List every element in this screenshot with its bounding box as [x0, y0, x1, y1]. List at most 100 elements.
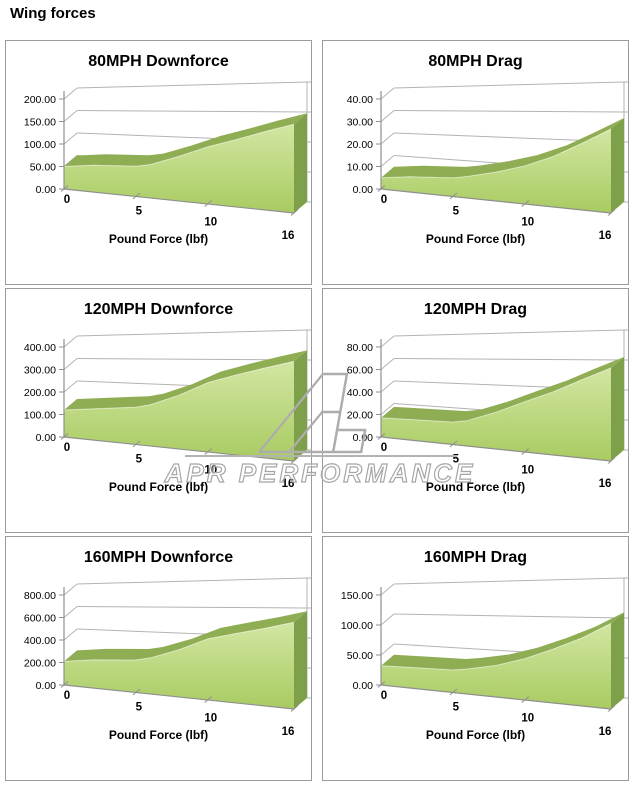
y-tick-label: 40.00 [347, 94, 373, 106]
x-tick [449, 192, 458, 200]
x-tick [607, 705, 616, 712]
chart-title: 120MPH Drag [423, 301, 528, 318]
x-tick-label: 16 [599, 478, 612, 490]
y-tick-label: 200.00 [24, 658, 56, 670]
area-face [64, 361, 294, 461]
gridline [393, 110, 625, 113]
x-tick [377, 681, 386, 688]
y-tick-label: 400.00 [24, 342, 56, 354]
area-top-highlight [380, 128, 612, 179]
gridline [76, 110, 308, 113]
area-face [64, 622, 294, 709]
area-top-highlight [63, 621, 295, 662]
chart-canvas: 0.00 50.00 100.00 150.00 0 5 10 16 [341, 577, 628, 738]
x-tick [377, 433, 386, 440]
x-tick-label: 5 [453, 205, 460, 217]
area-end-cap [611, 357, 624, 461]
area-top-ribbon [64, 113, 307, 167]
gridline-elbow [380, 380, 395, 393]
x-tick [60, 681, 69, 688]
gridline-elbow [63, 110, 78, 122]
gridline-elbow [380, 613, 395, 626]
x-tick [607, 209, 616, 216]
x-tick-label: 0 [64, 690, 70, 702]
area-top-highlight [63, 360, 295, 411]
x-tick-label: 16 [599, 230, 612, 242]
x-tick-label: 10 [204, 713, 217, 725]
area-top-highlight [380, 622, 612, 671]
gridline-elbow [380, 132, 395, 145]
y-tick-label: 50.00 [347, 650, 373, 662]
area-top-ribbon [64, 350, 307, 410]
x-axis-title: Pound Force (lbf) [425, 232, 526, 246]
x-tick [521, 200, 530, 207]
gridline-elbow [63, 380, 78, 393]
y-tick-label: 10.00 [347, 162, 373, 174]
y-tick-label: 0.00 [36, 432, 57, 444]
chart-panel-120mph-downforce: 120MPH Downforce 0.00 100.00 200.00 300.00 4… [5, 288, 312, 533]
y-tick-label: 150.00 [341, 590, 373, 602]
chart-panel-80mph-drag: 80MPH Drag 0.00 10.00 20.00 30.00 40.00 0 5 10 1… [322, 40, 629, 285]
gridline [393, 358, 625, 361]
x-tick [132, 440, 141, 448]
y-tick-label: 400.00 [24, 635, 56, 647]
x-tick [377, 185, 386, 192]
gridline-elbow [380, 583, 395, 596]
y-tick-label: 100.00 [24, 139, 56, 151]
area-end-cap [611, 612, 624, 709]
area-end-cap [294, 611, 307, 709]
x-tick [290, 457, 299, 464]
gridline-elbow [380, 358, 395, 370]
gridline-elbow [380, 643, 395, 656]
x-axis [380, 436, 612, 462]
x-tick-label: 5 [453, 701, 460, 713]
y-tick-label: 800.00 [24, 590, 56, 602]
gridline-elbow [63, 87, 78, 100]
x-axis-title: Pound Force (lbf) [108, 480, 209, 494]
x-tick-label: 16 [282, 230, 295, 242]
x-tick-label: 10 [204, 217, 217, 229]
gridline [76, 606, 308, 609]
x-tick [521, 696, 530, 703]
y-tick-label: 200.00 [24, 387, 56, 399]
y-tick-label: 0.00 [353, 184, 374, 196]
x-tick [290, 209, 299, 216]
chart-panel-80mph-downforce: 80MPH Downforce 0.00 50.00 100.00 150.00 200… [5, 40, 312, 285]
chart-title: 120MPH Downforce [83, 301, 234, 318]
x-tick-label: 10 [204, 465, 217, 477]
gridline-elbow [380, 87, 395, 100]
area-end-cap [294, 113, 307, 213]
x-axis [380, 684, 612, 710]
x-tick [204, 448, 213, 455]
y-tick-label: 50.00 [30, 162, 56, 174]
gridline [76, 329, 308, 337]
area-top-ribbon [381, 357, 624, 423]
gridline-elbow [380, 335, 395, 348]
y-tick-label: 30.00 [347, 117, 373, 129]
x-axis [63, 684, 295, 710]
chart-canvas: 0.00 200.00 400.00 600.00 800.00 0 5 10 16 [24, 577, 311, 738]
x-tick [204, 200, 213, 207]
x-tick [204, 696, 213, 703]
x-axis [63, 436, 295, 462]
area-end-cap [294, 350, 307, 461]
gridline-elbow [63, 335, 78, 348]
x-tick-label: 16 [282, 478, 295, 490]
x-tick [60, 185, 69, 192]
x-tick-label: 5 [136, 701, 143, 713]
y-tick-label: 80.00 [347, 342, 373, 354]
gridline-elbow [63, 132, 78, 145]
x-tick-label: 10 [521, 713, 534, 725]
x-tick [132, 192, 141, 200]
x-tick-label: 0 [64, 194, 70, 206]
y-tick-label: 40.00 [347, 387, 373, 399]
y-tick-label: 20.00 [347, 139, 373, 151]
y-tick-label: 300.00 [24, 365, 56, 377]
gridline [393, 577, 625, 585]
area-face [381, 368, 611, 461]
y-tick-label: 0.00 [36, 184, 57, 196]
x-tick-label: 16 [599, 726, 612, 738]
x-tick-label: 0 [381, 690, 387, 702]
y-tick-label: 100.00 [24, 410, 56, 422]
